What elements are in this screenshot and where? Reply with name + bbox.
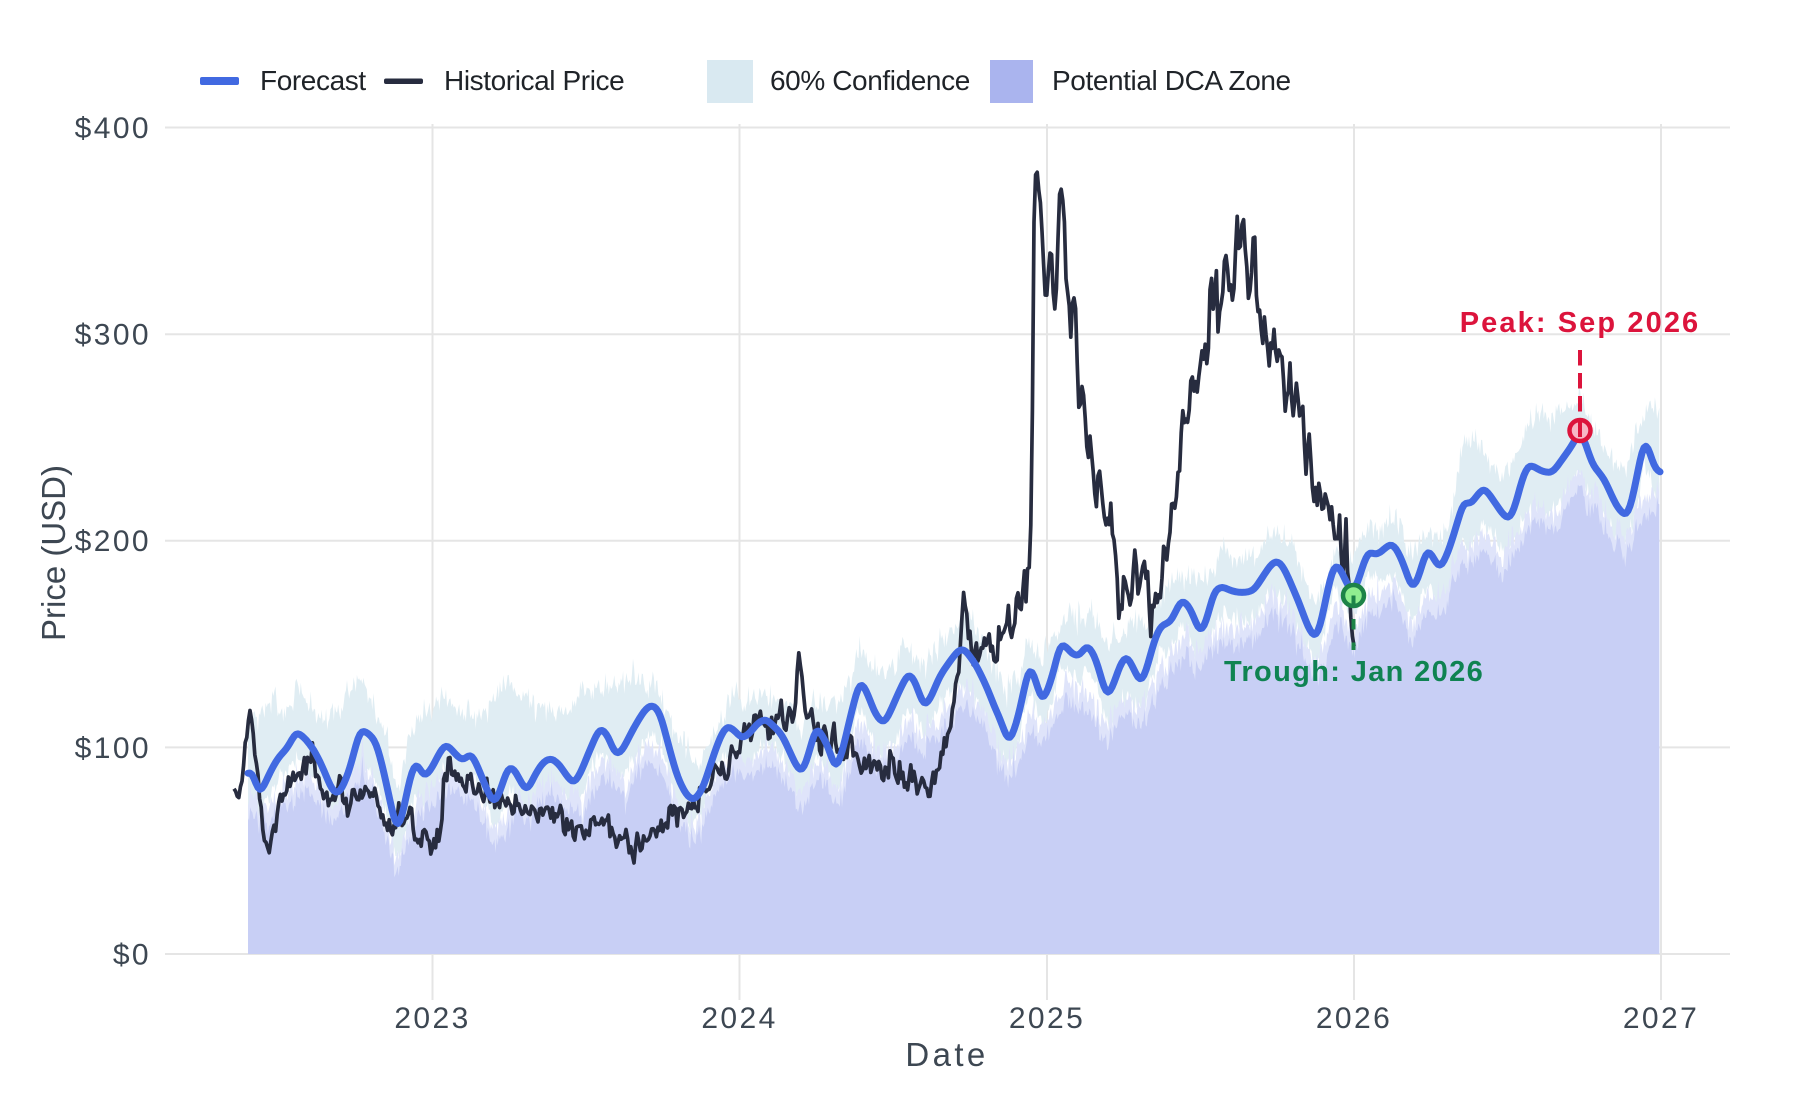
svg-text:$400: $400 [75,112,151,145]
svg-text:Trough: Jan 2026: Trough: Jan 2026 [1224,656,1484,688]
svg-text:2023: 2023 [394,1002,470,1035]
svg-text:2026: 2026 [1316,1002,1392,1035]
svg-text:$100: $100 [75,732,151,765]
svg-text:Forecast: Forecast [260,65,366,96]
svg-text:Date: Date [905,1036,988,1073]
svg-text:Price (USD): Price (USD) [35,465,72,641]
svg-text:Peak: Sep 2026: Peak: Sep 2026 [1460,307,1701,339]
svg-text:2027: 2027 [1623,1002,1699,1035]
svg-text:$200: $200 [75,525,151,558]
svg-text:60% Confidence: 60% Confidence [770,65,970,96]
svg-text:2024: 2024 [701,1002,777,1035]
svg-text:2025: 2025 [1009,1002,1085,1035]
svg-text:$300: $300 [75,319,151,352]
svg-text:Historical Price: Historical Price [444,65,624,96]
svg-text:$0: $0 [113,939,151,972]
svg-text:Potential DCA Zone: Potential DCA Zone [1052,65,1291,96]
